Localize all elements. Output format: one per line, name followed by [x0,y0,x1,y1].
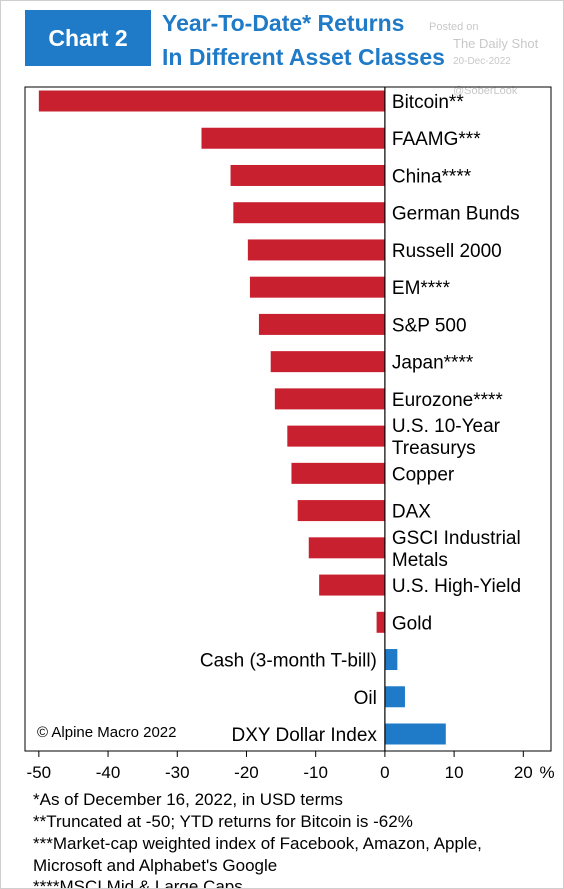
bar [233,202,385,224]
category-label: DXY Dollar Index [232,725,378,746]
watermark-date: 20-Dec-2022 [453,56,511,67]
x-tick-label: 10 [445,763,464,782]
watermark-handle: @SoberLook [453,85,518,97]
category-label: Japan**** [392,353,474,374]
category-label: Gold [392,613,432,634]
bar [319,574,385,596]
category-label: German Bunds [392,204,520,225]
bar [258,313,385,335]
category-label: GSCI Industrial Metals [392,528,521,571]
category-label: Cash (3-month T-bill) [200,651,377,672]
bar [270,351,385,373]
category-label: Oil [354,688,377,709]
x-tick-label: -40 [96,763,121,782]
footnote-2: **Truncated at -50; YTD returns for Bitc… [33,812,413,831]
bar [297,500,385,522]
bar [274,388,385,410]
bar [384,649,398,671]
category-label: EM**** [392,278,451,299]
footnote-5: ****MSCI Mid & Large Caps [33,877,243,889]
watermark-source: The Daily Shot [453,36,539,51]
bar [38,90,385,112]
copyright-annotation: © Alpine Macro 2022 [37,724,176,741]
chart-title-line-1: Year-To-Date* Returns [162,10,405,36]
category-label: U.S. High-Yield [392,576,521,597]
footnote-3: ***Market-cap weighted index of Facebook… [33,834,482,853]
chart-title-line-2: In Different Asset Classes [162,44,445,70]
bar [384,686,405,708]
footnote-1: *As of December 16, 2022, in USD terms [33,790,343,809]
x-tick-label: -10 [303,763,328,782]
bar [308,537,385,559]
category-label: FAAMG*** [392,129,481,150]
category-label: China**** [392,166,472,187]
bar [384,723,446,745]
category-label: Bitcoin** [392,92,464,113]
bar [201,127,385,149]
bar [376,611,385,633]
category-label: S&P 500 [392,315,467,336]
x-tick-label: 20 [514,763,533,782]
plot-frame [24,86,552,752]
category-label: Copper [392,464,455,485]
footnote-4: Microsoft and Alphabet's Google [33,856,278,875]
category-label: Eurozone**** [392,390,504,411]
x-unit-label: % [539,763,554,782]
x-tick-label: -20 [234,763,259,782]
bar [249,276,385,298]
x-tick-label: 0 [380,763,389,782]
category-label: Russell 2000 [392,241,502,262]
x-tick-label: -30 [165,763,190,782]
watermark-posted-on: Posted on [429,21,479,33]
x-tick-label: -50 [27,763,52,782]
category-label: DAX [392,502,431,523]
chart-number-badge: Chart 2 [25,10,151,66]
bar [230,164,385,186]
bar [287,425,385,447]
bar [247,239,385,261]
bar [291,462,385,484]
category-label: U.S. 10-Year Treasurys [392,416,501,459]
